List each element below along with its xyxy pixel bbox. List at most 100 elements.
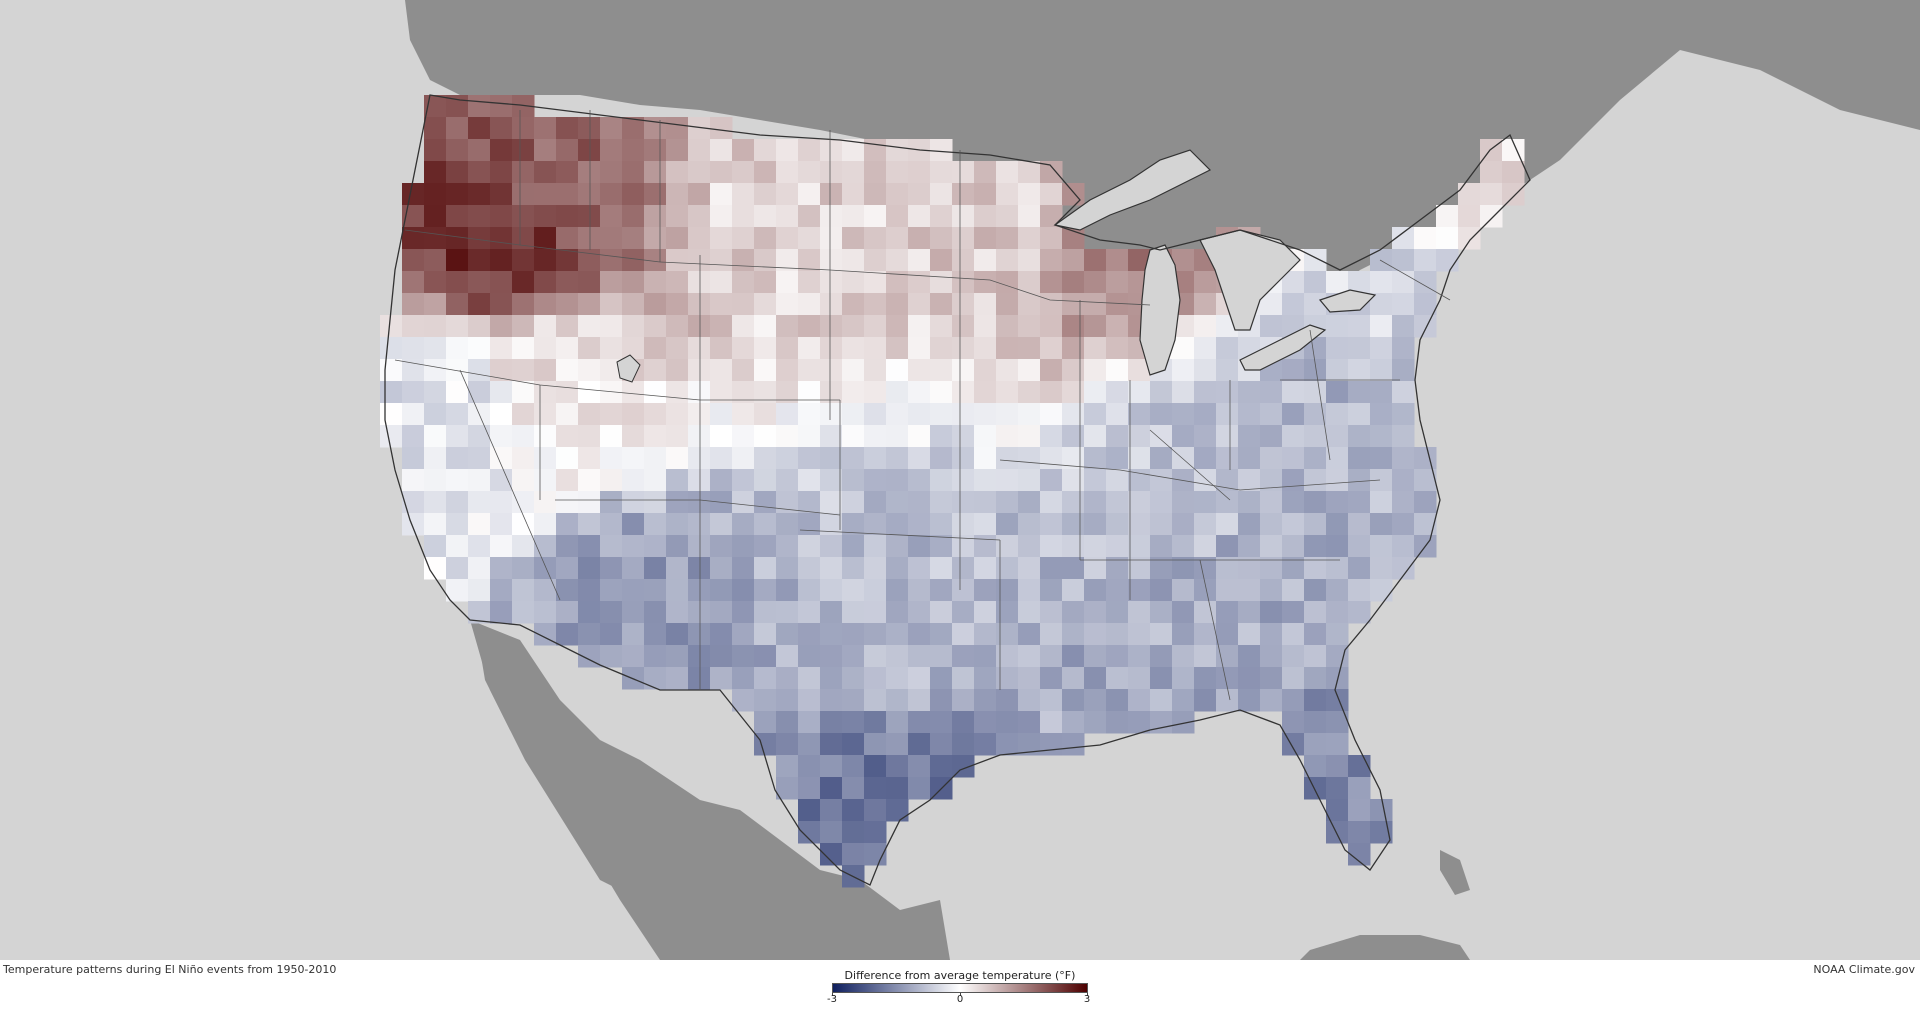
anomaly-cell	[1370, 337, 1393, 360]
anomaly-cell	[424, 381, 447, 404]
anomaly-cell	[1040, 711, 1063, 734]
anomaly-cell	[776, 557, 799, 580]
anomaly-cell	[644, 205, 667, 228]
anomaly-cell	[1128, 557, 1151, 580]
anomaly-cell	[1326, 689, 1349, 712]
anomaly-cell	[908, 733, 931, 756]
anomaly-cell	[688, 447, 711, 470]
anomaly-cell	[600, 491, 623, 514]
credit-label[interactable]: NOAA Climate.gov	[1813, 963, 1915, 976]
anomaly-cell	[710, 535, 733, 558]
anomaly-cell	[490, 557, 513, 580]
anomaly-cell	[1062, 359, 1085, 382]
anomaly-cell	[820, 799, 843, 822]
anomaly-cell	[754, 161, 777, 184]
anomaly-cell	[754, 293, 777, 316]
anomaly-cell	[1304, 293, 1327, 316]
anomaly-cell	[512, 557, 535, 580]
anomaly-cell	[1040, 161, 1063, 184]
anomaly-cell	[1150, 535, 1173, 558]
anomaly-cell	[864, 689, 887, 712]
anomaly-cell	[644, 601, 667, 624]
anomaly-cell	[1370, 293, 1393, 316]
anomaly-cell	[1238, 557, 1261, 580]
anomaly-cell	[1106, 667, 1129, 690]
anomaly-cell	[710, 381, 733, 404]
anomaly-cell	[622, 623, 645, 646]
anomaly-cell	[534, 579, 557, 602]
anomaly-cell	[908, 359, 931, 382]
anomaly-cell	[666, 425, 689, 448]
anomaly-cell	[1304, 381, 1327, 404]
anomaly-cell	[512, 271, 535, 294]
anomaly-cell	[952, 293, 975, 316]
anomaly-cell	[600, 557, 623, 580]
anomaly-cell	[886, 381, 909, 404]
anomaly-cell	[710, 425, 733, 448]
anomaly-cell	[776, 513, 799, 536]
anomaly-cell	[688, 491, 711, 514]
anomaly-cell	[1150, 579, 1173, 602]
anomaly-cell	[1260, 623, 1283, 646]
anomaly-cell	[644, 623, 667, 646]
anomaly-cell	[424, 249, 447, 272]
anomaly-cell	[864, 381, 887, 404]
anomaly-cell	[556, 249, 579, 272]
anomaly-cell	[930, 183, 953, 206]
anomaly-cell	[490, 403, 513, 426]
map-canvas[interactable]	[0, 0, 1920, 960]
anomaly-cell	[380, 381, 403, 404]
anomaly-cell	[1282, 447, 1305, 470]
anomaly-cell	[402, 205, 425, 228]
anomaly-cell	[732, 689, 755, 712]
anomaly-cell	[666, 447, 689, 470]
map-panel[interactable]	[0, 0, 1920, 960]
anomaly-cell	[930, 359, 953, 382]
anomaly-cell	[1128, 491, 1151, 514]
anomaly-cell	[1106, 689, 1129, 712]
anomaly-cell	[864, 821, 887, 844]
anomaly-cell	[556, 293, 579, 316]
anomaly-cell	[974, 425, 997, 448]
anomaly-cell	[1282, 733, 1305, 756]
anomaly-cell	[1304, 535, 1327, 558]
anomaly-cell	[1084, 579, 1107, 602]
anomaly-cell	[1128, 667, 1151, 690]
anomaly-cell	[380, 337, 403, 360]
state-lines	[394, 110, 1451, 701]
anomaly-cell	[534, 469, 557, 492]
anomaly-cell	[446, 205, 469, 228]
anomaly-cell	[1062, 293, 1085, 316]
anomaly-cell	[930, 689, 953, 712]
anomaly-cell	[1326, 359, 1349, 382]
anomaly-cell	[402, 491, 425, 514]
anomaly-cell	[512, 579, 535, 602]
anomaly-cell	[886, 271, 909, 294]
anomaly-cell	[820, 381, 843, 404]
anomaly-cell	[1194, 667, 1217, 690]
legend-max-label: 3	[1083, 994, 1091, 1005]
anomaly-cell	[864, 491, 887, 514]
anomaly-cell	[864, 601, 887, 624]
anomaly-cell	[1216, 447, 1239, 470]
anomaly-cell	[688, 293, 711, 316]
anomaly-cell	[1194, 513, 1217, 536]
cuba-island	[1300, 935, 1470, 960]
anomaly-cell	[534, 271, 557, 294]
anomaly-cell	[622, 249, 645, 272]
anomaly-cell	[1260, 579, 1283, 602]
anomaly-cell	[402, 337, 425, 360]
anomaly-cell	[1040, 271, 1063, 294]
anomaly-cell	[974, 579, 997, 602]
anomaly-cell	[1128, 711, 1151, 734]
anomaly-cell	[1260, 469, 1283, 492]
anomaly-cell	[974, 403, 997, 426]
anomaly-cell	[930, 711, 953, 734]
anomaly-cell	[1304, 513, 1327, 536]
anomaly-cell	[974, 227, 997, 250]
anomaly-cell	[710, 601, 733, 624]
anomaly-cell	[1326, 623, 1349, 646]
anomaly-cell	[1392, 337, 1415, 360]
anomaly-cell	[1062, 469, 1085, 492]
anomaly-cell	[380, 425, 403, 448]
